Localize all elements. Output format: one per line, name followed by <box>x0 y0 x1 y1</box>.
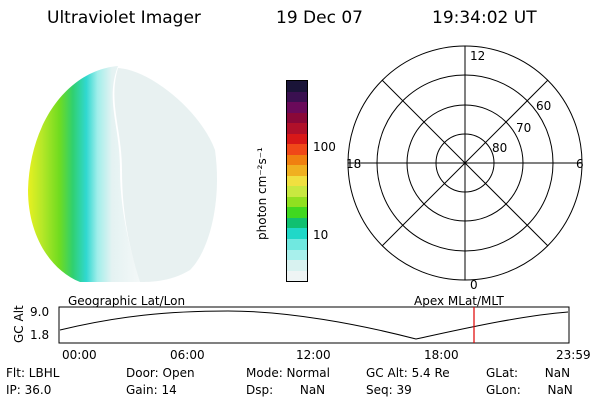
colorbar-segment <box>287 217 307 229</box>
info-glat: GLat: NaN <box>486 366 571 380</box>
colorbar-segment <box>287 270 307 282</box>
info-seq: Seq: 39 <box>366 383 412 397</box>
lat-label-80: 80 <box>492 141 507 155</box>
timeline-x-tick-2359: 23:59 <box>556 348 591 362</box>
info-flt: Flt: LBHL <box>6 366 60 380</box>
info-mode: Mode: Normal <box>246 366 330 380</box>
colorbar-tick-10: 10 <box>313 228 329 242</box>
timeline-y-label: GC Alt <box>12 305 26 343</box>
info-dsp: Dsp: NaN <box>246 383 326 397</box>
altitude-curve <box>59 310 569 340</box>
timeline-right-title: Apex MLat/MLT <box>414 294 504 308</box>
timeline-x-tick-1800: 18:00 <box>424 348 459 362</box>
colorbar-segment <box>287 133 307 145</box>
timeline-frame <box>58 306 570 344</box>
colorbar-segment <box>287 196 307 208</box>
colorbar-segment <box>287 91 307 103</box>
aurora-dim-region <box>114 68 218 282</box>
colorbar-segment <box>287 238 307 250</box>
colorbar-segment <box>287 102 307 113</box>
info-ip: IP: 36.0 <box>6 383 52 397</box>
mlt-label-6: 6 <box>576 157 584 171</box>
timeline-x-tick-1200: 12:00 <box>296 348 331 362</box>
polar-diagonal-2 <box>381 79 549 247</box>
colorbar-segment <box>287 112 307 124</box>
info-door: Door: Open <box>126 366 195 380</box>
colorbar-segment <box>287 165 307 176</box>
mlt-label-12: 12 <box>470 49 485 63</box>
mlt-label-0: 0 <box>470 278 478 292</box>
colorbar-unit-label: photon cm⁻²s⁻¹ <box>255 147 269 240</box>
colorbar-segment <box>287 175 307 187</box>
timeline-x-tick-0000: 00:00 <box>62 348 97 362</box>
colorbar-segment <box>287 249 307 261</box>
altitude-timeline-plot <box>58 306 570 344</box>
auroral-image <box>28 66 218 282</box>
info-gain: Gain: 14 <box>126 383 177 397</box>
mlt-label-18: 18 <box>346 157 361 171</box>
aurora-emission-region <box>28 66 140 282</box>
colorbar-segment <box>287 186 307 197</box>
timeline-y-tick-high: 9.0 <box>30 305 50 319</box>
colorbar-segment <box>287 228 307 239</box>
polar-grid: 12 0 18 6 60 70 80 <box>346 45 584 292</box>
info-glon: GLon: NaN <box>486 383 573 397</box>
timeline-left-title: Geographic Lat/Lon <box>68 294 186 308</box>
colorbar-tick-100: 100 <box>313 140 336 154</box>
colorbar-segment <box>287 207 307 218</box>
lat-label-60: 60 <box>536 99 551 113</box>
colorbar-segment <box>287 123 307 134</box>
colorbar-segment <box>287 154 307 166</box>
colorbar-segment <box>287 81 307 92</box>
timeline-x-tick-0600: 06:00 <box>170 348 205 362</box>
time-label: 19:34:02 UT <box>432 8 537 28</box>
colorbar-segment <box>287 144 307 155</box>
date-label: 19 Dec 07 <box>276 8 363 28</box>
colorbar <box>286 80 308 282</box>
timeline-y-tick-low: 1.8 <box>30 328 50 342</box>
colorbar-segment <box>287 260 307 271</box>
lat-label-70: 70 <box>516 121 531 135</box>
instrument-title: Ultraviolet Imager <box>47 8 201 28</box>
info-gcalt: GC Alt: 5.4 Re <box>366 366 450 380</box>
